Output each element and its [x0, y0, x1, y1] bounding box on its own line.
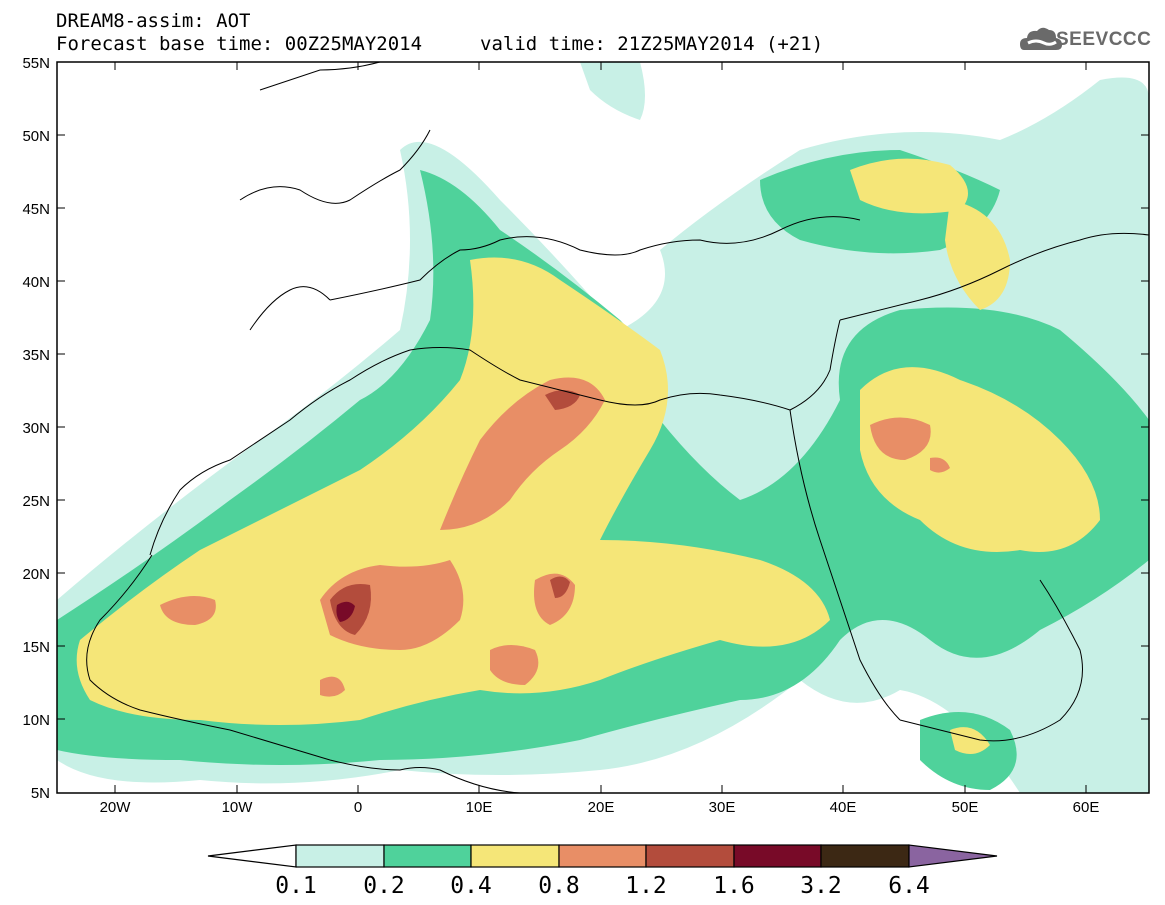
- lon-label: 10E: [466, 799, 493, 816]
- lat-label: 5N: [31, 785, 50, 802]
- lat-axis: [57, 61, 1149, 720]
- colorbar-swatch: [383, 844, 472, 868]
- colorbar-label: 0.2: [363, 873, 405, 899]
- colorbar-label: 1.2: [625, 873, 667, 899]
- lat-label: 30N: [22, 420, 50, 437]
- lon-label: 0: [354, 799, 362, 816]
- colorbar-swatch: [820, 844, 910, 868]
- lon-axis: [114, 62, 1087, 793]
- aot-level-0.4: [76, 158, 1100, 754]
- aot-field: [57, 62, 1149, 793]
- map-title: DREAM8-assim: AOT: [56, 10, 251, 32]
- colorbar: [207, 844, 998, 868]
- lat-label: 55N: [22, 55, 50, 72]
- colorbar-arrow-low: [207, 844, 297, 868]
- colorbar-swatch: [645, 844, 735, 868]
- lat-label: 45N: [22, 201, 50, 218]
- valid-time-label: valid time: 21Z25MAY2014 (+21): [480, 33, 824, 55]
- lat-label: 10N: [22, 712, 50, 729]
- lon-label: 30E: [709, 799, 736, 816]
- colorbar-label: 6.4: [888, 873, 930, 899]
- colorbar-label: 0.4: [450, 873, 492, 899]
- lat-label: 15N: [22, 639, 50, 656]
- colorbar-swatch: [470, 844, 560, 868]
- lat-label: 25N: [22, 493, 50, 510]
- lat-label: 40N: [22, 274, 50, 291]
- colorbar-label: 1.6: [713, 873, 755, 899]
- colorbar-swatch: [295, 844, 385, 868]
- colorbar-swatch: [733, 844, 822, 868]
- colorbar-label: 0.1: [275, 873, 317, 899]
- lon-label: 20W: [100, 799, 132, 816]
- logo-text: SEEVCCC: [1056, 29, 1152, 50]
- aot-level-1.6: [336, 601, 355, 622]
- lon-label: 40E: [830, 799, 857, 816]
- colorbar-label: 0.8: [538, 873, 580, 899]
- colorbar-swatch: [558, 844, 647, 868]
- colorbar-label: 3.2: [800, 873, 842, 899]
- coastlines: [86, 62, 1149, 793]
- lat-label: 20N: [22, 566, 50, 583]
- lon-label: 50E: [952, 799, 979, 816]
- colorbar-arrow-high: [908, 844, 998, 868]
- lat-label: 50N: [22, 128, 50, 145]
- lon-label: 20E: [588, 799, 615, 816]
- base-time-label: Forecast base time: 00Z25MAY2014: [56, 33, 423, 55]
- cloud-logo-icon: [1020, 27, 1062, 50]
- lon-label: 10W: [222, 799, 254, 816]
- lon-label: 60E: [1073, 799, 1100, 816]
- lat-label: 35N: [22, 347, 50, 364]
